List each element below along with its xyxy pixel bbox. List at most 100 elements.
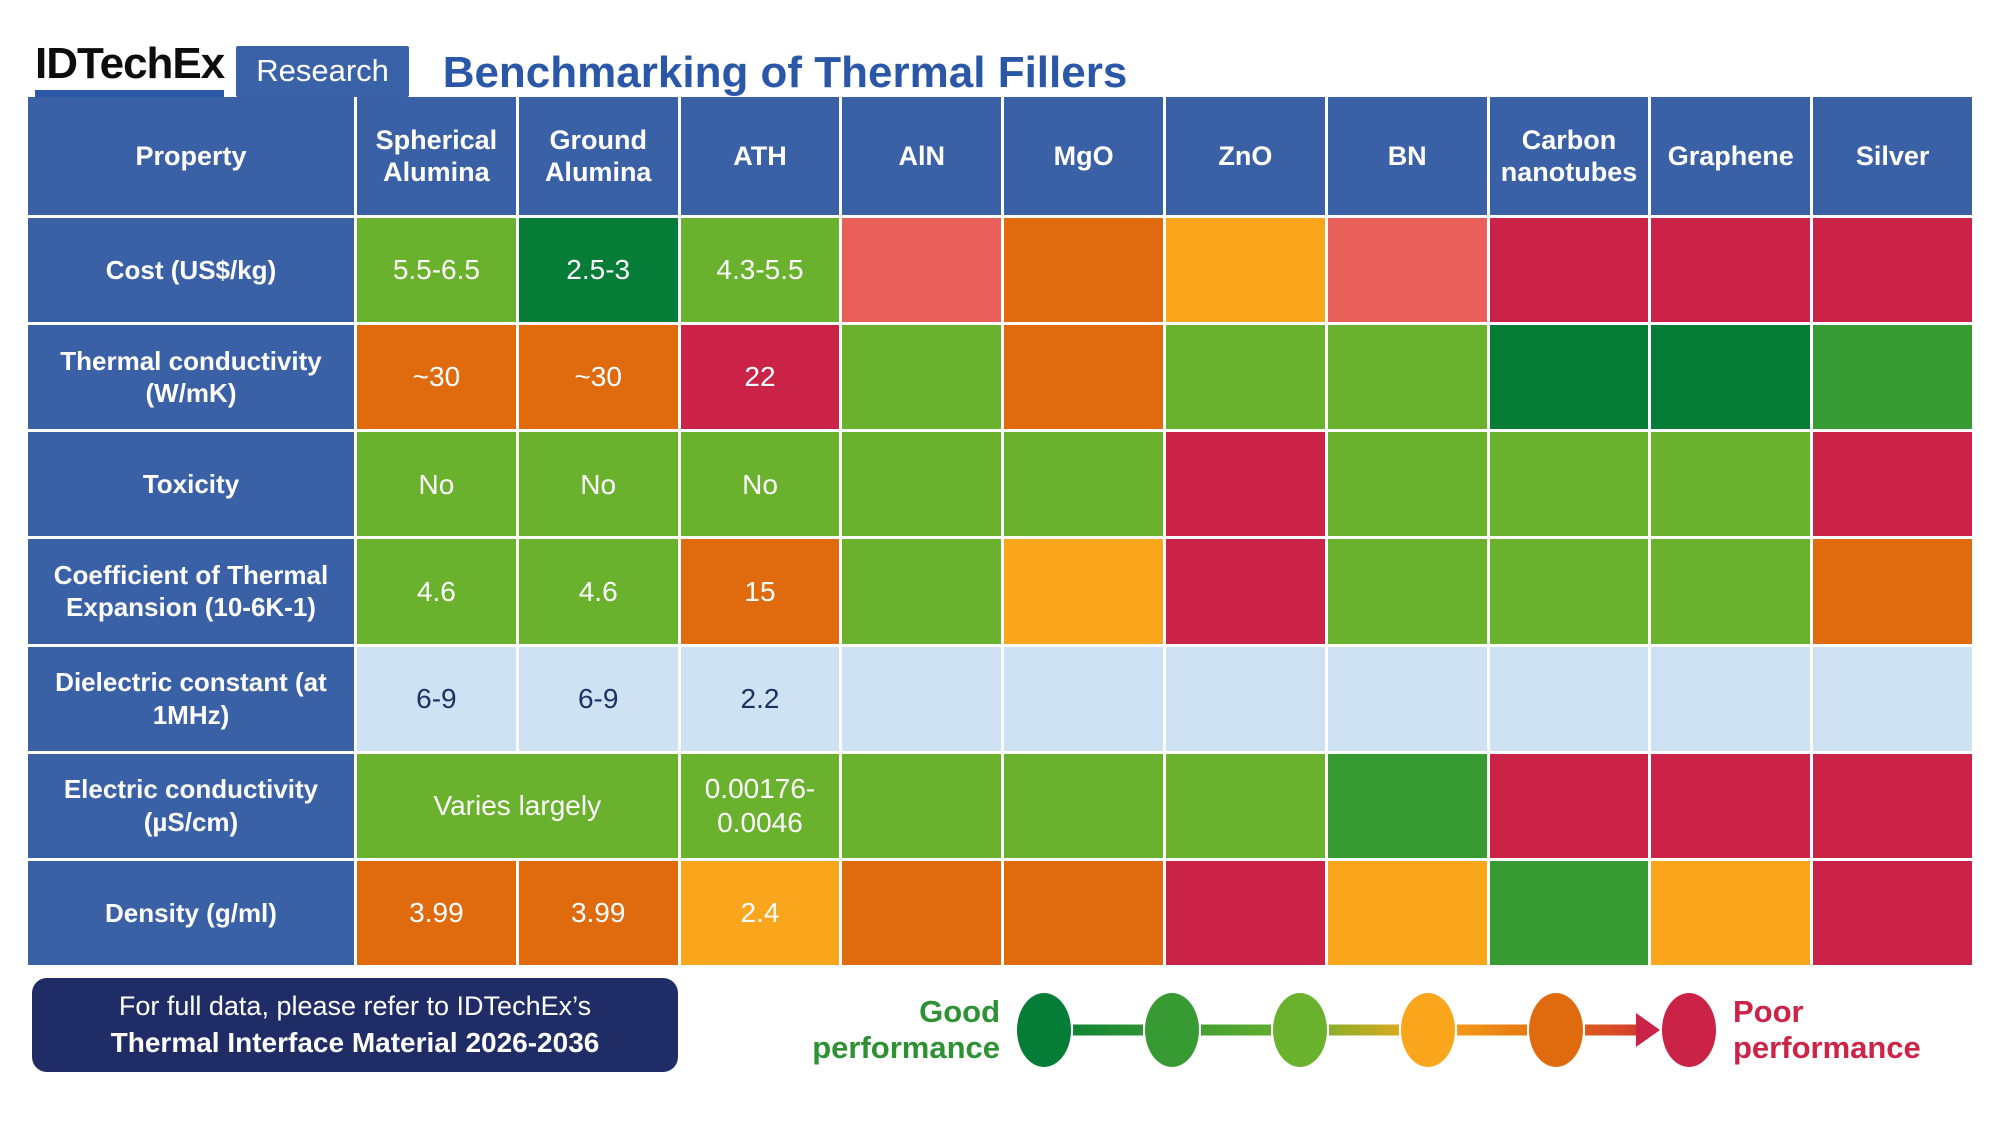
table-cell (842, 218, 1002, 323)
table-cell (1489, 218, 1649, 323)
column-header-carbon-nanotubes: Carbon nanotubes (1489, 97, 1649, 215)
table-cell (1004, 218, 1163, 323)
table-cell (1489, 539, 1649, 644)
table-cell (842, 539, 1002, 644)
table-cell: No (518, 432, 678, 537)
idtechex-logo: IDTechEx Research (35, 42, 409, 97)
table-cell (1327, 218, 1487, 323)
table-cell: No (357, 432, 516, 537)
table-cell (1813, 646, 1972, 751)
table-cell (1327, 432, 1487, 537)
logo-brand-text: IDTechEx (35, 42, 225, 97)
table-cell (1651, 753, 1811, 858)
table-cell: 22 (680, 325, 840, 430)
column-header-ath: ATH (680, 97, 840, 215)
table-cell (842, 646, 1002, 751)
legend-dot-orange (1529, 993, 1583, 1067)
legend-dot-amber (1401, 993, 1455, 1067)
row-label-dielectric-constant-at-1mhz: Dielectric constant (at 1MHz) (28, 646, 354, 751)
row-label-density-g-ml: Density (g/ml) (28, 860, 354, 965)
table-cell (1327, 753, 1487, 858)
column-header-ground-alumina: Ground Alumina (518, 97, 678, 215)
table-cell (1327, 325, 1487, 430)
legend-dot-crimson (1662, 993, 1716, 1067)
table-cell (1489, 753, 1649, 858)
performance-legend: Good performance Poor performance (795, 975, 1985, 1085)
footer-line-1: For full data, please refer to IDTechEx’… (118, 990, 592, 1021)
table-cell (1327, 646, 1487, 751)
table-cell (842, 325, 1002, 430)
legend-good-label: Good performance (812, 994, 1000, 1065)
column-header-mgo: MgO (1004, 97, 1163, 215)
table-cell: 6-9 (357, 646, 516, 751)
legend-scale-graphic (1017, 993, 1716, 1067)
row-label-thermal-conductivity-w-mk: Thermal conductivity (W/mK) (28, 325, 354, 430)
footer-line-2: Thermal Interface Material 2026-2036 (110, 1027, 600, 1059)
table-cell (842, 860, 1002, 965)
table-cell (1813, 539, 1972, 644)
table-cell (1489, 432, 1649, 537)
table-cell: 2.4 (680, 860, 840, 965)
legend-dot-dgreen (1017, 993, 1071, 1067)
table-cell (1813, 432, 1972, 537)
table-cell: 0.00176-0.0046 (680, 753, 840, 858)
table-cell (1327, 860, 1487, 965)
table-cell (1166, 753, 1325, 858)
table-cell: 4.6 (357, 539, 516, 644)
page-title: Benchmarking of Thermal Fillers (442, 48, 1128, 97)
legend-dot-mgreen (1145, 993, 1199, 1067)
table-cell (1651, 218, 1811, 323)
column-header-spherical-alumina: Spherical Alumina (357, 97, 516, 215)
table-cell (1813, 753, 1972, 858)
table-cell (1651, 325, 1811, 430)
table-cell (1489, 646, 1649, 751)
table-cell: ~30 (357, 325, 516, 430)
column-header-zno: ZnO (1166, 97, 1325, 215)
table-cell: 3.99 (518, 860, 678, 965)
table-cell (1813, 218, 1972, 323)
table-cell (1813, 325, 1972, 430)
row-label-coefficient-of-thermal-expansion-10-6k-1: Coefficient of Thermal Expansion (10-6K-… (28, 539, 354, 644)
table-cell: 15 (680, 539, 840, 644)
legend-poor-label: Poor performance (1733, 994, 1921, 1065)
table-cell (1166, 432, 1325, 537)
table-cell: 5.5-6.5 (357, 218, 516, 323)
table-cell (1489, 325, 1649, 430)
table-cell (1166, 218, 1325, 323)
logo-research-badge: Research (236, 46, 409, 97)
table-cell (1327, 539, 1487, 644)
table-cell: 6-9 (518, 646, 678, 751)
table-cell (1813, 860, 1972, 965)
row-label-toxicity: Toxicity (28, 432, 354, 537)
table-cell (1651, 646, 1811, 751)
table-cell: 2.5-3 (518, 218, 678, 323)
column-header-silver: Silver (1813, 97, 1972, 215)
table-cell (1004, 539, 1163, 644)
table-cell (1489, 860, 1649, 965)
table-cell: 3.99 (357, 860, 516, 965)
table-cell: ~30 (518, 325, 678, 430)
table-cell: 4.6 (518, 539, 678, 644)
table-cell (1004, 432, 1163, 537)
table-cell: Varies largely (357, 753, 678, 858)
column-header-bn: BN (1327, 97, 1487, 215)
column-header-graphene: Graphene (1651, 97, 1811, 215)
table-cell: 4.3-5.5 (680, 218, 840, 323)
table-cell (1166, 646, 1325, 751)
property-column-header: Property (28, 97, 354, 215)
table-cell (1651, 860, 1811, 965)
table-cell (1166, 860, 1325, 965)
legend-dot-lgreen (1273, 993, 1327, 1067)
table-cell (842, 432, 1002, 537)
table-cell (1651, 432, 1811, 537)
table-cell (842, 753, 1002, 858)
table-cell (1651, 539, 1811, 644)
row-label-electric-conductivity-s-cm: Electric conductivity (µS/cm) (28, 753, 354, 858)
table-cell (1004, 646, 1163, 751)
column-header-aln: AlN (842, 97, 1002, 215)
row-label-cost-us-kg: Cost (US$/kg) (28, 218, 354, 323)
table-cell (1004, 325, 1163, 430)
table-cell (1166, 325, 1325, 430)
footer-reference-box: For full data, please refer to IDTechEx’… (32, 978, 678, 1072)
